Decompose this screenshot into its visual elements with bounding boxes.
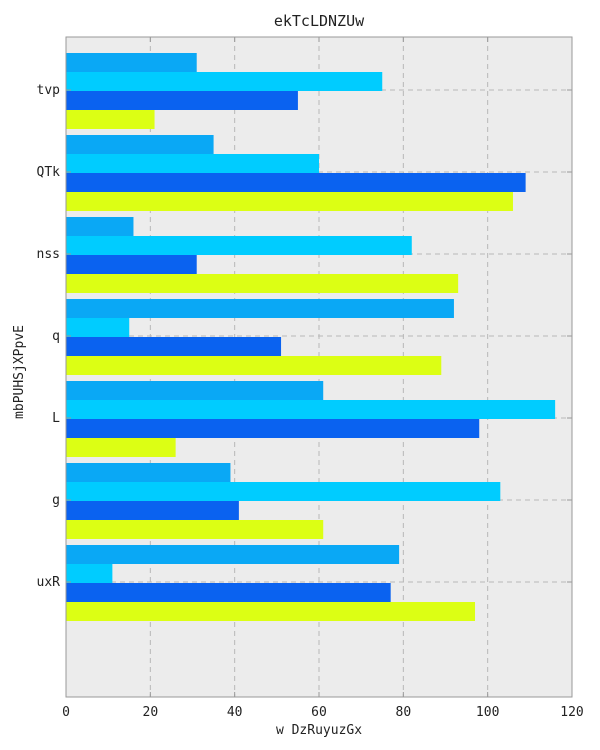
bar [66,299,454,318]
x-tick-label: 80 [396,705,412,720]
x-tick-label: 120 [560,705,583,720]
bar [66,173,526,192]
bar [66,545,400,564]
x-tick-label: 60 [311,705,327,720]
bar [66,381,324,400]
y-tick-label: L [52,411,60,426]
bar [66,602,476,621]
bar [66,520,324,539]
bar [66,482,501,501]
y-tick-label: g [52,493,60,508]
y-tick-label: nss [37,247,60,262]
bar [66,274,459,293]
bar [66,110,155,129]
bar [66,72,383,91]
bar [66,53,197,72]
y-tick-label: tvp [37,83,61,98]
bar [66,337,282,356]
y-axis-label: mbPUHSjXPpvE [12,325,27,419]
bar [66,564,113,583]
ticks: 0 20 40 60 80 100 120 tvp QTk nss q Lg uxR [37,37,584,720]
bar [66,91,298,110]
bar [66,217,134,236]
x-axis-label: w DzRuyuzGx [276,723,362,738]
bar [66,255,197,274]
y-tick-label: uxR [37,575,61,590]
x-tick-label: 40 [227,705,243,720]
y-tick-label: QTk [37,165,61,180]
bar [66,236,412,255]
bar [66,501,239,520]
bar [66,583,391,602]
bar [66,318,130,337]
bar [66,438,176,457]
bar [66,135,214,154]
x-tick-label: 0 [62,705,70,720]
chart-title: ekTcLDNZUw [274,12,365,30]
y-tick-label: q [52,329,60,344]
bar [66,356,442,375]
x-tick-label: 20 [143,705,159,720]
bars [66,53,556,621]
bar [66,192,513,211]
bar [66,463,231,482]
x-tick-label: 100 [476,705,499,720]
bar [66,154,319,173]
bar [66,400,556,419]
bar [66,419,480,438]
